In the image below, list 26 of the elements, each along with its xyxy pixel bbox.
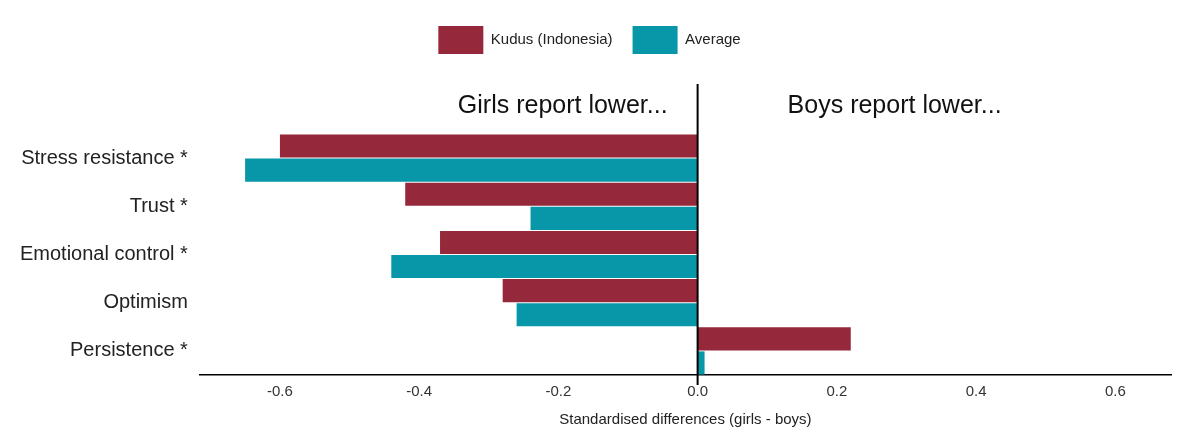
legend-label: Kudus (Indonesia) xyxy=(490,30,613,48)
x-tick-label: 0.2 xyxy=(826,382,848,400)
bar xyxy=(502,279,698,303)
legend-label: Average xyxy=(685,30,741,48)
x-tick-label: -0.6 xyxy=(266,382,293,400)
bar xyxy=(440,230,698,255)
bar xyxy=(697,327,851,351)
text: Boys report lower... xyxy=(787,89,1002,118)
x-tick-label: 0.4 xyxy=(965,382,987,400)
bar xyxy=(530,206,698,230)
y-tick-label: Trust * xyxy=(129,193,189,216)
x-tick-label: -0.4 xyxy=(406,382,433,400)
bar xyxy=(391,254,698,279)
bar xyxy=(516,303,698,327)
y-tick-label: Optimism xyxy=(103,290,188,313)
bar xyxy=(245,158,698,182)
bar xyxy=(279,134,698,158)
x-tick-label: -0.2 xyxy=(545,382,572,400)
y-tick-label: Persistence * xyxy=(70,338,189,361)
y-tick-label: Stress resistance * xyxy=(21,145,189,168)
y-tick-label: Emotional control * xyxy=(19,242,189,265)
text: Girls report lower... xyxy=(457,89,668,118)
bar xyxy=(405,182,698,206)
x-tick-label: 0.0 xyxy=(687,382,709,400)
x-axis-title: Standardised differences (girls - boys) xyxy=(559,410,812,428)
x-tick-label: 0.6 xyxy=(1104,382,1126,400)
